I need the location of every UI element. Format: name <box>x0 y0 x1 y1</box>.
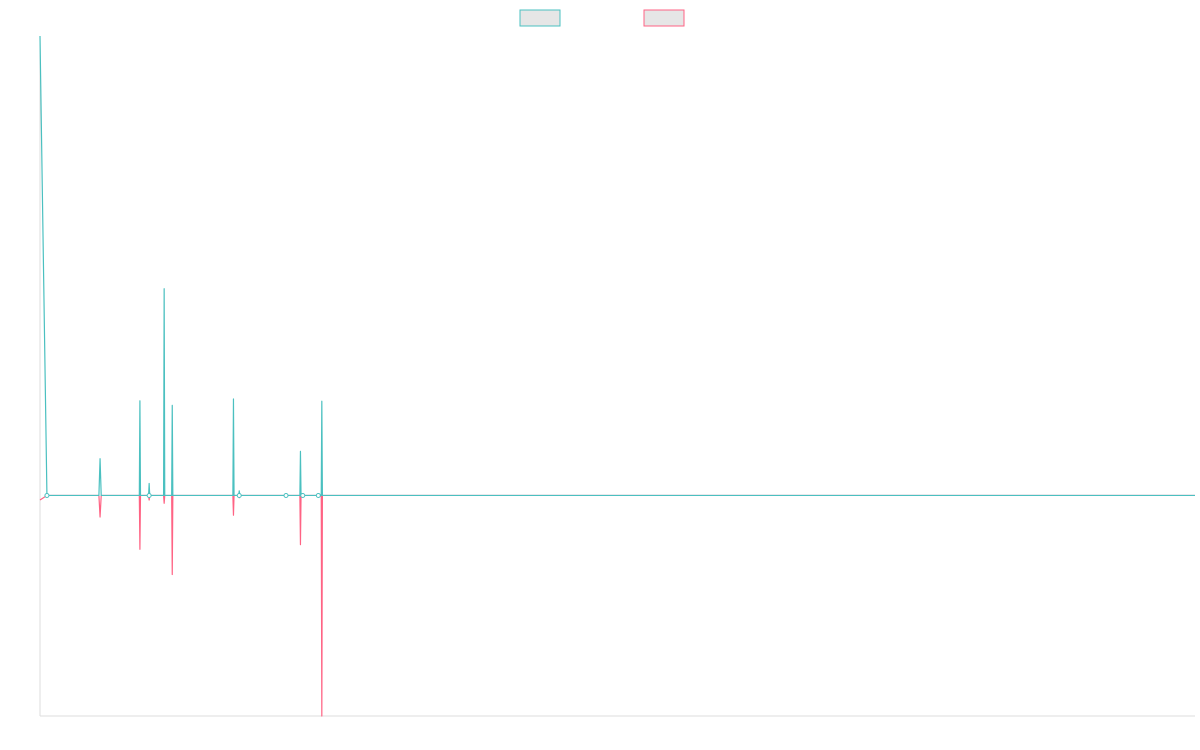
series-layer <box>39 35 1195 717</box>
series-line-1 <box>39 35 1195 497</box>
point-marker <box>300 492 306 498</box>
point-marker <box>44 492 50 498</box>
marker-layer <box>44 492 321 498</box>
legend-swatch-2[interactable] <box>643 9 685 27</box>
legend-swatch-1[interactable] <box>519 9 561 27</box>
point-marker <box>146 492 152 498</box>
point-marker <box>236 492 242 498</box>
point-marker <box>283 492 289 498</box>
series-line-2 <box>39 494 1195 717</box>
legend[interactable] <box>519 9 685 27</box>
point-marker <box>315 492 321 498</box>
axes <box>39 36 1195 717</box>
